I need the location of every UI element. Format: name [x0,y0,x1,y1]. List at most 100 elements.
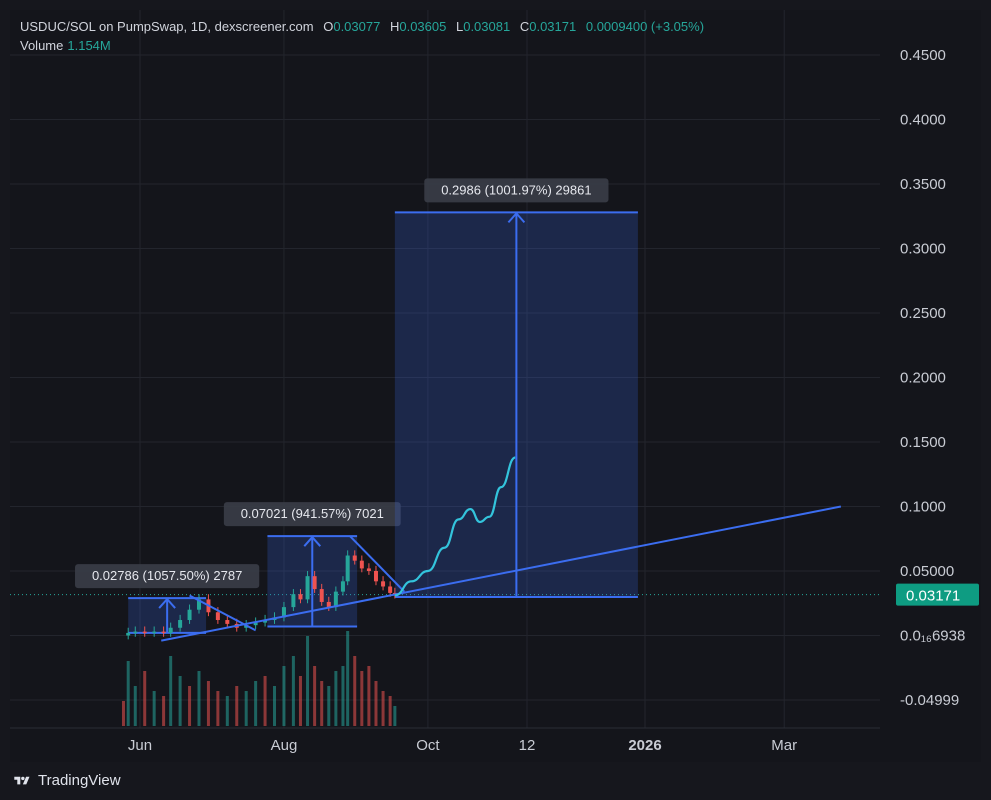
tradingview-icon [14,776,30,784]
open-label: O [323,19,334,34]
volume-bar [178,676,182,726]
symbol-title: USDUC/SOL on PumpSwap, 1D, dexscreener.c… [20,19,314,34]
volume-bar [197,671,201,726]
volume-bar [188,686,192,726]
candle-body [168,627,173,633]
volume-bar [216,691,220,726]
candle-body [263,620,268,623]
volume-bar [346,631,350,726]
y-tick-label: 0.2000 [900,370,946,387]
y-tick-label: 0.1500 [900,434,946,451]
y-tick-label: 0.4000 [900,112,946,129]
volume-bar [254,681,258,726]
low-label: L [455,19,464,34]
volume-bar [126,661,130,726]
volume-label: Volume [20,38,64,53]
candle-body [225,620,230,624]
open-value: 0.03077 [333,19,381,34]
volume-bar [282,666,286,726]
volume-bar [353,656,357,726]
x-tick-label: Jun [128,737,152,754]
y-tick-label: 0.1000 [900,499,946,516]
projection-curve [394,456,516,597]
candle-body [312,576,317,590]
y-tick-label: 0.3000 [900,241,946,258]
volume-bar [133,686,137,726]
x-tick-label: 2026 [628,737,661,754]
volume-bar [327,686,331,726]
candle-body [215,612,220,621]
candle-body [142,631,147,633]
volume-bar [367,666,371,726]
volume-bar [235,686,239,726]
y-tick-label: -0.04999 [900,692,959,709]
candle-body [196,599,201,610]
volume-bar [169,656,173,726]
change-value: 0.0009400 (+3.05%) [585,19,705,34]
volume-bar [121,701,125,726]
y-tick-label: 0.2500 [900,305,946,322]
volume-bar [393,706,397,726]
candle-body [178,620,183,628]
price-chart[interactable]: 0.4500 0.4000 0.3500 0.3000 0.2500 0.2000 0.15… [10,10,981,762]
measure-label: 0.07021 (941.57%) 7021 [241,506,384,521]
candle-body [352,555,357,561]
measure-label: 0.2986 (1001.97%) 29861 [441,182,591,197]
candle-body [161,631,166,633]
candle-body [366,568,371,571]
measure-arrow-head [507,211,526,224]
candle-body [253,622,258,626]
candle-body [373,571,378,582]
tradingview-logo[interactable]: TradingView [12,772,121,789]
volume-bar [320,681,324,726]
high-label: H [389,19,400,34]
measure-label-bg [424,178,609,203]
chart-panel[interactable]: 0.4500 0.4000 0.3500 0.3000 0.2500 0.2000 0.15… [10,10,981,762]
candle-body [126,632,131,636]
candle-body [133,631,138,633]
y-tick-label: 0.0₁₆6938 [900,628,965,645]
candle-body [333,591,338,608]
low-value: 0.03081 [463,19,511,34]
candle-body [281,607,286,618]
volume-bar [381,691,385,726]
candle-body [381,581,386,587]
volume-legend: Volume 1.154M [20,38,111,53]
chart-legend: USDUC/SOL on PumpSwap, 1D, dexscreener.c… [20,19,704,34]
candle-body [298,594,303,600]
candle-body [319,589,324,602]
volume-bar [298,676,302,726]
volume-bar [263,676,267,726]
tradingview-brand: TradingView [38,772,121,789]
volume-bar [334,671,338,726]
candle-body [345,555,350,582]
volume-bar [313,666,317,726]
candle-body [340,581,345,592]
volume-bar [374,681,378,726]
candle-body [326,601,331,608]
measure-label-bg [75,564,260,589]
candle-body [359,560,364,569]
measure-arrow-head [158,597,176,609]
candle-body [388,586,393,593]
y-tick-label: 0.4500 [900,47,946,64]
volume-bar [206,681,210,726]
measure-label: 0.02786 (1057.50%) 2787 [92,568,242,583]
volume-bar [143,671,147,726]
high-value: 0.03605 [399,19,447,34]
trendline [189,594,257,632]
close-label: C [519,19,530,34]
close-value: 0.03171 [529,19,577,34]
candle-body [187,609,192,621]
volume-value: 1.154M [67,38,111,53]
current-price-badge [896,583,979,606]
volume-bar [341,666,345,726]
trendline [349,535,406,593]
y-tick-label: 0.3500 [900,176,946,193]
candle-body [152,631,157,633]
volume-bar [291,656,295,726]
volume-bar [162,696,166,726]
candle-body [305,576,310,600]
volume-bar [273,686,277,726]
measure-arrow-head [303,535,322,547]
